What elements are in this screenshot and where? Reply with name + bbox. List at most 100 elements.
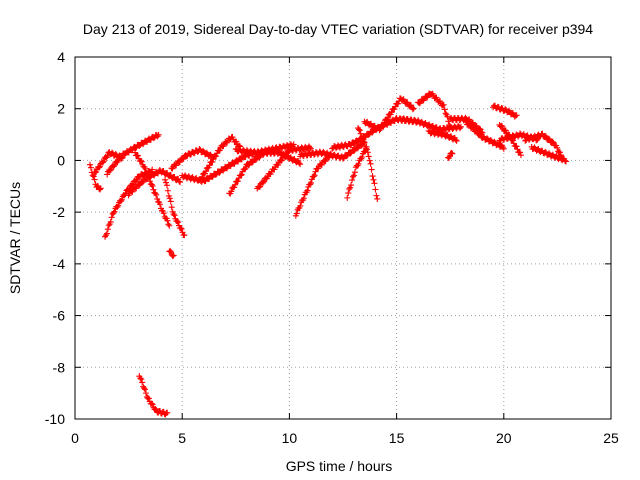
data-point [452,136,459,143]
data-point [152,405,159,412]
x-tick-label: 25 [603,430,619,446]
data-point [347,150,354,157]
y-tick-labels: -10 -8 -6 -4 -2 0 2 4 [45,49,65,427]
data-point [148,181,155,188]
data-point [112,151,119,158]
data-point [453,137,460,144]
data-point [142,386,149,393]
data-point [142,165,149,172]
data-point [241,166,248,173]
data-point [542,132,549,139]
data-point [304,187,311,194]
data-point [181,232,188,239]
data-point [369,173,376,180]
data-point [107,218,114,225]
data-point [260,178,267,185]
data-point [133,176,140,183]
data-point [348,182,355,189]
data-point [234,178,241,185]
data-point [92,169,99,176]
data-point [442,110,449,117]
data-track [415,90,454,130]
data-point [392,103,399,110]
data-point [500,145,507,152]
data-point [513,143,520,150]
data-point [350,173,357,180]
data-point [367,160,374,167]
data-point [441,106,448,113]
data-point [257,183,264,190]
data-track [528,143,569,165]
data-point [311,172,318,179]
x-tick-label: 0 [71,430,79,446]
data-point [373,192,380,199]
data-point [213,153,220,160]
y-tick-label: 0 [57,152,65,168]
data-point [350,172,357,179]
data-point [457,123,464,130]
data-point [355,160,362,167]
data-point [209,174,216,181]
data-point [381,120,388,127]
data-point [137,375,144,382]
data-point [169,253,176,260]
data-point [157,201,164,208]
data-point [200,147,207,154]
data-track [136,373,171,418]
data-track [232,145,304,168]
data-track [104,131,162,178]
data-point [308,179,315,186]
data-point [231,184,238,191]
data-point [395,100,402,107]
y-tick-label: 2 [57,101,65,117]
data-point [100,158,107,165]
data-point [322,158,329,165]
data-point [514,146,521,153]
data-point [365,153,372,160]
data-point [199,174,206,181]
data-point [344,194,351,201]
data-point [170,252,177,259]
data-track [162,176,188,239]
data-point [104,226,111,233]
grid [75,57,611,419]
data-point [502,127,509,134]
data-point [96,186,103,193]
data-point [562,157,569,164]
data-track [166,247,177,260]
data-point [87,161,94,168]
x-tick-label: 20 [496,430,512,446]
data-point [148,400,155,407]
data-point [111,208,118,215]
data-point [293,210,300,217]
data-point [557,149,564,156]
data-point [138,376,145,383]
x-tick-label: 15 [389,430,405,446]
data-point [136,182,143,189]
data-track [462,117,507,152]
data-point [499,123,506,130]
data-point [139,179,146,186]
data-point [237,172,244,179]
data-point [142,390,149,397]
data-track [361,95,417,134]
axis-ticks [74,56,612,420]
data-point [107,166,114,173]
x-axis-label: GPS time / hours [286,458,393,474]
data-point [447,123,454,130]
data-point [162,176,169,183]
data-point [114,204,121,211]
data-track [329,135,364,152]
data-point [103,230,110,237]
data-point [554,144,561,151]
data-point [364,149,371,156]
data-point [370,176,377,183]
data-point [90,173,97,180]
data-point [145,395,152,402]
data-point [306,144,313,151]
data-point [115,157,122,164]
data-point [97,185,104,192]
data-point [91,176,98,183]
data-point [278,157,285,164]
